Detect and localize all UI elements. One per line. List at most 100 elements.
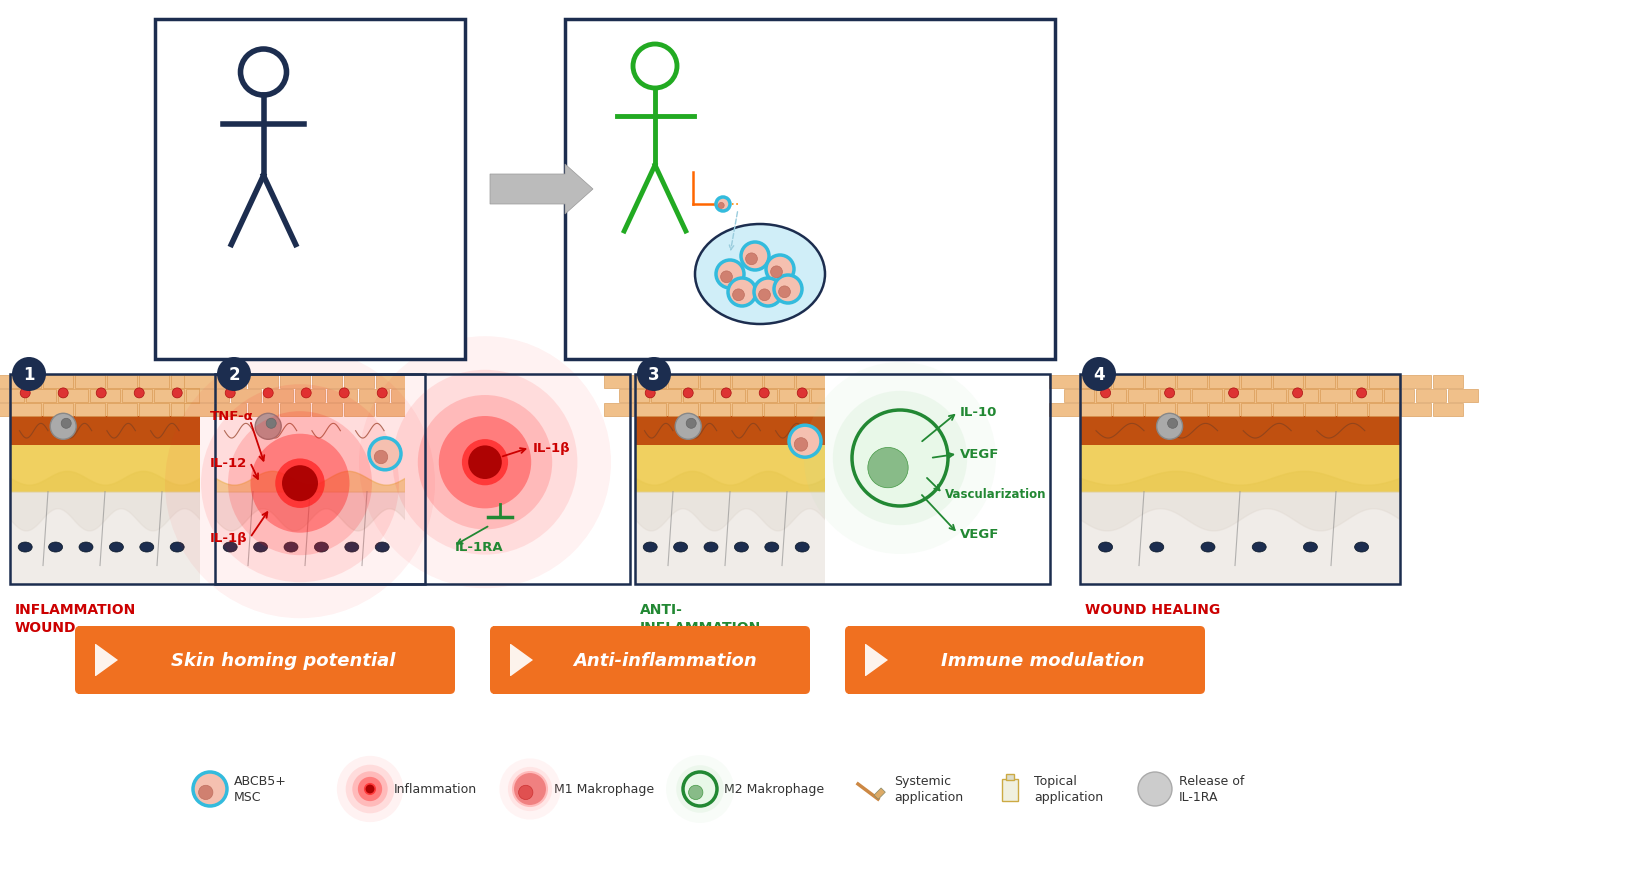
- Circle shape: [266, 419, 276, 428]
- Bar: [764, 375, 794, 388]
- Circle shape: [277, 257, 294, 272]
- Ellipse shape: [673, 542, 688, 553]
- Circle shape: [721, 388, 731, 399]
- Bar: [604, 403, 634, 416]
- Text: IL-1β: IL-1β: [533, 441, 571, 454]
- Bar: [185, 389, 216, 402]
- Text: IL-10: IL-10: [960, 406, 997, 419]
- Circle shape: [663, 243, 686, 266]
- Bar: [214, 492, 404, 584]
- Circle shape: [513, 773, 548, 806]
- Bar: [731, 375, 762, 388]
- Circle shape: [741, 242, 769, 270]
- FancyArrow shape: [490, 165, 592, 215]
- Circle shape: [1082, 357, 1115, 392]
- Circle shape: [302, 388, 312, 399]
- Circle shape: [716, 261, 744, 289]
- Circle shape: [12, 357, 46, 392]
- Bar: [1081, 446, 1399, 492]
- Text: Vascularization: Vascularization: [945, 488, 1046, 501]
- Bar: [214, 416, 404, 446]
- Circle shape: [645, 388, 655, 399]
- Text: IL-12: IL-12: [210, 456, 248, 469]
- Bar: [139, 403, 168, 416]
- Circle shape: [165, 348, 436, 619]
- Bar: [1191, 389, 1221, 402]
- Circle shape: [1157, 414, 1183, 440]
- Bar: [1160, 389, 1190, 402]
- Bar: [795, 375, 825, 388]
- Bar: [1064, 389, 1094, 402]
- Text: VEGF: VEGF: [960, 448, 1000, 461]
- Bar: [343, 375, 373, 388]
- Circle shape: [657, 166, 670, 179]
- Text: Anti-inflammation: Anti-inflammation: [574, 651, 757, 669]
- Circle shape: [370, 438, 401, 470]
- Circle shape: [789, 426, 822, 458]
- Bar: [604, 375, 634, 388]
- Text: Systemic
application: Systemic application: [894, 774, 964, 804]
- Circle shape: [658, 239, 691, 270]
- Ellipse shape: [140, 542, 153, 553]
- Bar: [1006, 774, 1015, 780]
- Circle shape: [269, 168, 282, 182]
- Bar: [248, 403, 277, 416]
- Bar: [25, 389, 56, 402]
- Circle shape: [630, 90, 644, 104]
- Bar: [216, 403, 246, 416]
- Bar: [1241, 375, 1270, 388]
- Circle shape: [733, 289, 744, 302]
- Bar: [1336, 375, 1366, 388]
- Bar: [668, 403, 698, 416]
- Circle shape: [236, 136, 315, 215]
- Bar: [107, 375, 137, 388]
- FancyArrow shape: [96, 644, 119, 676]
- Bar: [1145, 375, 1175, 388]
- Circle shape: [236, 96, 254, 114]
- Bar: [1305, 403, 1335, 416]
- Circle shape: [340, 388, 350, 399]
- Bar: [214, 446, 404, 492]
- Circle shape: [1165, 388, 1175, 399]
- Bar: [10, 375, 41, 388]
- Circle shape: [518, 786, 533, 799]
- Circle shape: [508, 767, 553, 811]
- Circle shape: [675, 414, 701, 440]
- Circle shape: [645, 225, 705, 285]
- Bar: [376, 403, 406, 416]
- Bar: [408, 375, 437, 388]
- Bar: [10, 492, 200, 584]
- Bar: [216, 375, 246, 388]
- Bar: [1081, 375, 1399, 584]
- Ellipse shape: [644, 542, 657, 553]
- Circle shape: [221, 121, 330, 229]
- Bar: [619, 389, 648, 402]
- Bar: [343, 403, 373, 416]
- Bar: [74, 375, 104, 388]
- Ellipse shape: [315, 542, 328, 553]
- Circle shape: [366, 785, 375, 793]
- Bar: [203, 375, 233, 388]
- FancyArrow shape: [493, 627, 525, 694]
- Text: 2: 2: [228, 366, 239, 383]
- Circle shape: [759, 289, 771, 302]
- Bar: [122, 389, 152, 402]
- Bar: [668, 375, 698, 388]
- Text: TNF-α: TNF-α: [210, 410, 254, 423]
- Circle shape: [653, 233, 696, 276]
- Circle shape: [658, 168, 668, 177]
- Circle shape: [615, 76, 658, 117]
- Bar: [1127, 389, 1158, 402]
- Circle shape: [360, 337, 610, 588]
- Bar: [1305, 375, 1335, 388]
- Ellipse shape: [695, 225, 825, 325]
- Bar: [700, 375, 729, 388]
- Bar: [218, 389, 248, 402]
- Circle shape: [774, 275, 802, 303]
- Circle shape: [210, 70, 280, 140]
- Bar: [828, 403, 858, 416]
- Bar: [1176, 403, 1206, 416]
- Circle shape: [365, 783, 376, 795]
- Circle shape: [721, 272, 733, 283]
- Bar: [0, 403, 8, 416]
